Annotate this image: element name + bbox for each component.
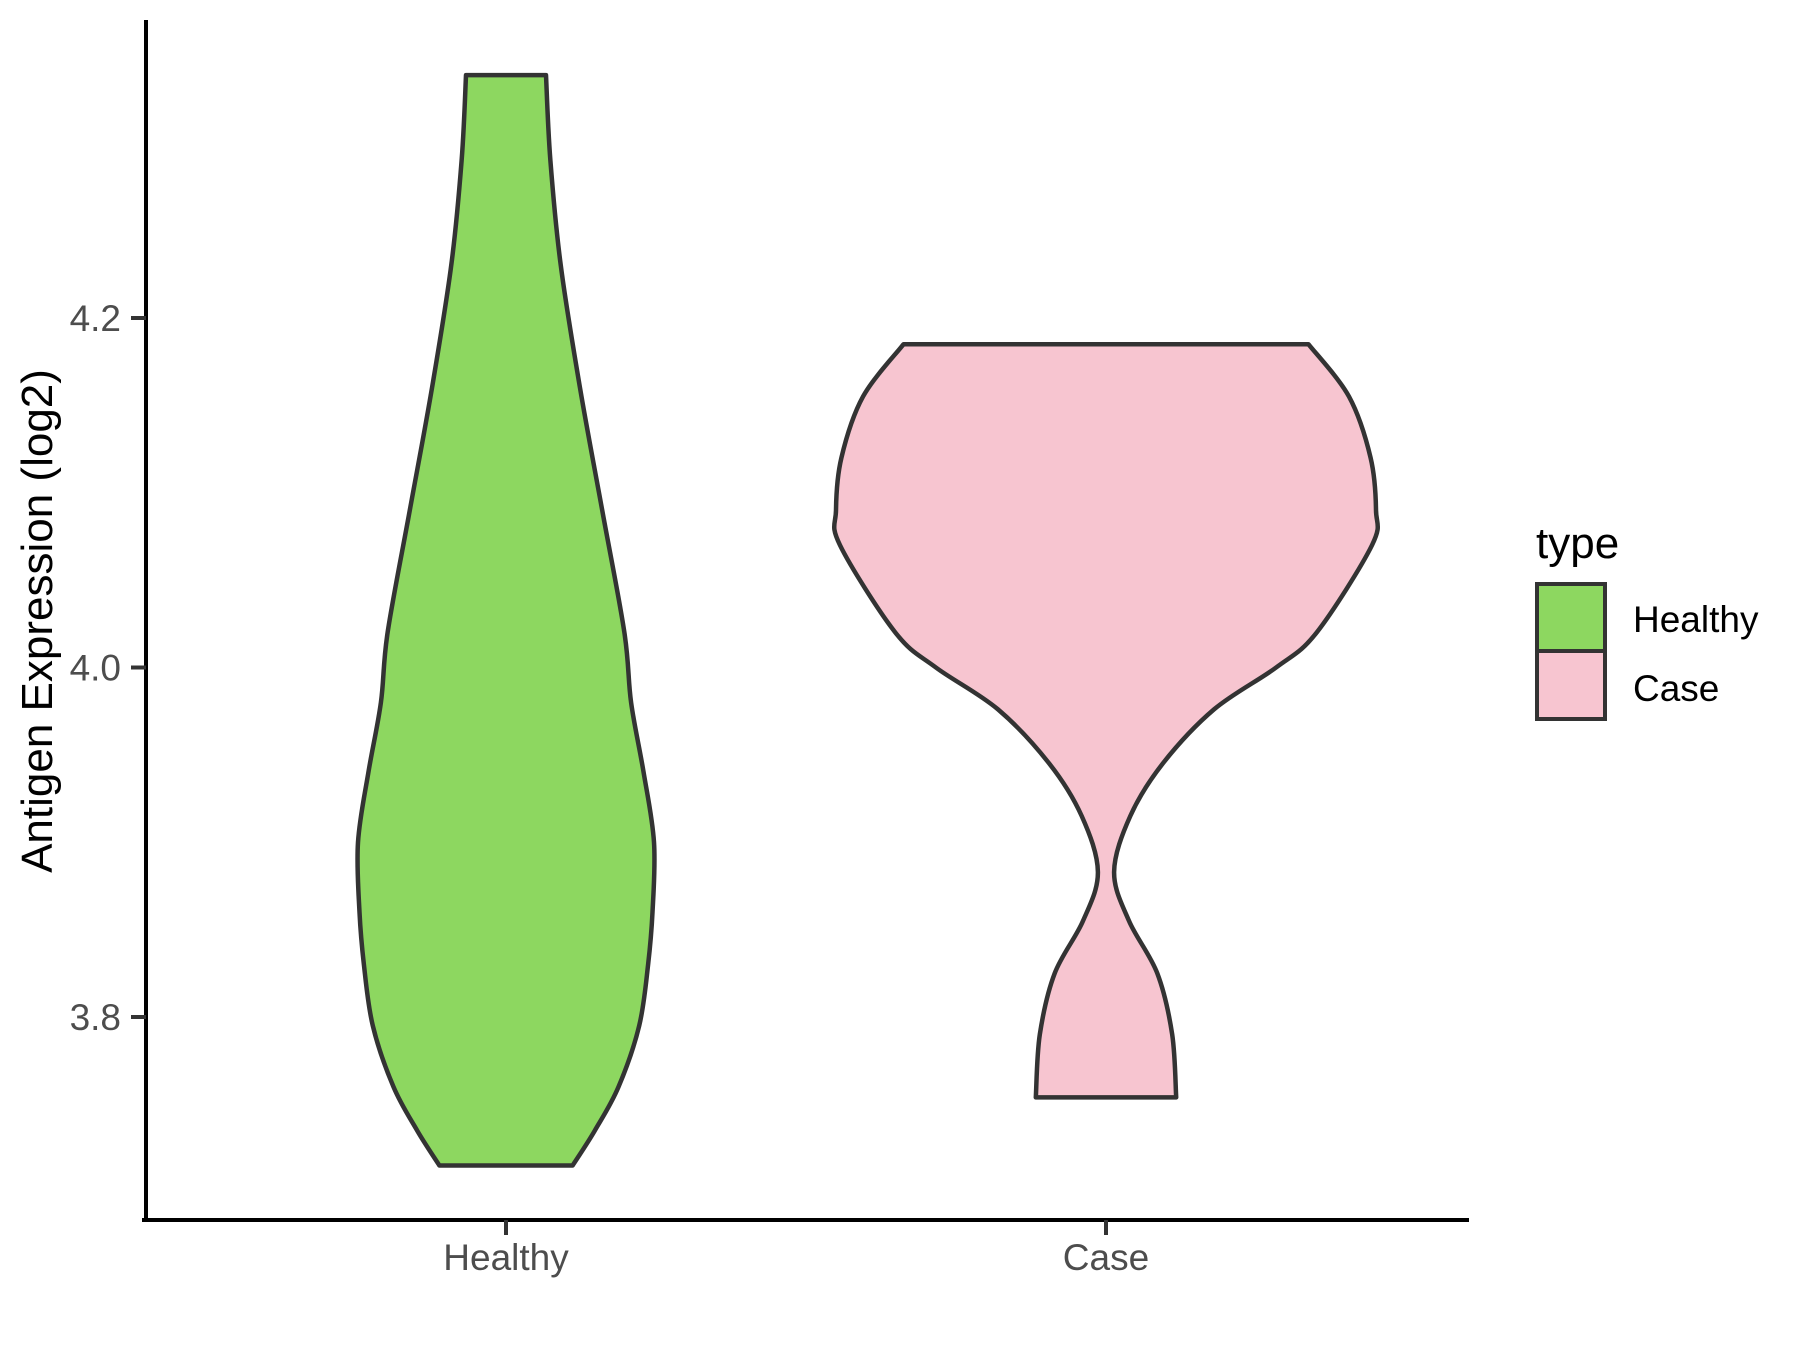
axes-layer: 3.8 4.0 4.2 Healthy Case xyxy=(70,20,1469,1278)
violin-case xyxy=(831,341,1381,1100)
y-tick-label: 3.8 xyxy=(70,997,121,1038)
y-axis-title: Antigen Expression (log2) xyxy=(13,369,62,873)
x-tick-label-healthy: Healthy xyxy=(443,1237,569,1278)
y-tick-label: 4.2 xyxy=(70,298,121,339)
legend-key-healthy xyxy=(1535,582,1607,653)
violin-healthy xyxy=(355,72,657,1168)
legend-title: type xyxy=(1536,519,1619,568)
y-tick-label: 4.0 xyxy=(70,648,121,689)
legend: type Healthy Case xyxy=(1535,519,1759,721)
legend-key-case xyxy=(1535,649,1607,721)
violins-layer xyxy=(355,72,1381,1168)
legend-label-healthy: Healthy xyxy=(1633,599,1759,640)
legend-label-case: Case xyxy=(1633,668,1719,709)
x-tick-label-case: Case xyxy=(1063,1237,1149,1278)
